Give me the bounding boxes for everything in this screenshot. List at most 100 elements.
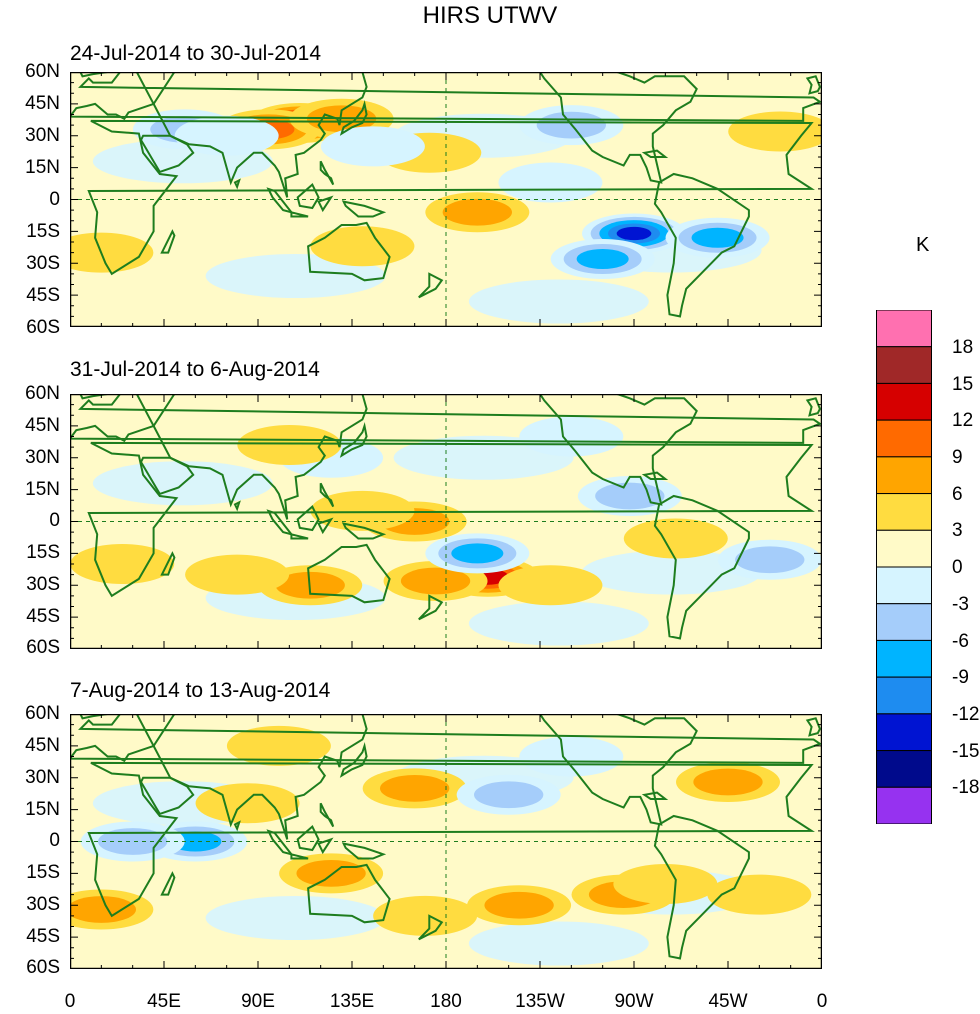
lat-label: 0: [49, 830, 60, 851]
coastline: [317, 195, 334, 213]
colorbar-tick-label: -6: [952, 631, 969, 652]
lon-label: 135W: [515, 991, 565, 1012]
coastline: [233, 500, 241, 512]
colorbar-tick-label: 6: [952, 484, 963, 505]
coastline: [290, 853, 309, 860]
coastline: [317, 517, 334, 535]
coastline: [538, 72, 698, 184]
coastline: [319, 160, 335, 186]
colorbar-box: [876, 310, 932, 348]
coastline: [319, 482, 335, 508]
colorbar-tick-label: 12: [952, 410, 974, 431]
lon-label: 45E: [147, 991, 181, 1012]
weak-anomaly-band: [205, 896, 386, 940]
anomaly-contour: [70, 544, 175, 584]
map-panel-2: [70, 394, 822, 649]
coastline: [307, 221, 391, 282]
lat-label: 60N: [25, 61, 60, 82]
coastline: [152, 714, 368, 840]
anomaly-contour: [70, 896, 136, 923]
anomaly-contour: [320, 126, 425, 167]
lon-label: 90W: [614, 991, 654, 1012]
colorbar-tick-label: 9: [952, 447, 963, 468]
coastline: [296, 504, 320, 532]
coastline: [538, 714, 698, 826]
colorbar-box: [876, 603, 932, 641]
lat-label: 30S: [26, 574, 60, 595]
coastline: [290, 211, 309, 218]
coastline: [641, 471, 669, 480]
anomaly-contour: [735, 546, 805, 574]
coastline: [653, 172, 750, 318]
anomaly-contour: [519, 416, 624, 457]
lat-label: 15N: [25, 157, 60, 178]
coastline: [339, 99, 368, 136]
coastline: [805, 717, 821, 737]
coastline: [418, 272, 444, 299]
anomaly-contour: [616, 226, 652, 241]
colorbar-tick-label: -9: [952, 667, 969, 688]
panel-3-title: 7-Aug-2014 to 13-Aug-2014: [70, 679, 331, 702]
anomaly-contour: [310, 490, 415, 531]
anomaly-contour: [380, 775, 450, 802]
coastline: [538, 394, 698, 506]
coastline: [341, 522, 387, 540]
coastline: [70, 394, 822, 444]
weak-anomaly-band: [468, 279, 649, 324]
coastline: [418, 594, 444, 621]
lat-label: 15S: [26, 542, 60, 563]
coastline: [70, 714, 822, 764]
colorbar-box: [876, 456, 932, 495]
lat-label: 15N: [25, 479, 60, 500]
coastline: [296, 182, 320, 210]
anomaly-contour: [623, 518, 728, 559]
lat-label: 60S: [26, 957, 60, 978]
colorbar-tick-label: 0: [952, 557, 963, 578]
anomaly-contour: [707, 874, 812, 915]
coastline: [307, 543, 391, 604]
colorbar-tick-label: 18: [952, 337, 974, 358]
lat-label: 45S: [26, 926, 60, 947]
colorbar-box: [876, 713, 932, 752]
coastline: [307, 863, 391, 924]
colorbar-tick-label: 15: [952, 374, 974, 395]
colorbar-box: [876, 639, 932, 678]
coastline: [152, 394, 368, 520]
lat-label: 60N: [25, 383, 60, 404]
weak-anomaly-band: [205, 254, 386, 298]
anomaly-contour: [576, 249, 629, 269]
coastline: [319, 802, 335, 828]
colorbar-box: [876, 346, 932, 384]
coastline: [160, 871, 176, 896]
coastline: [339, 421, 368, 458]
coastline: [805, 397, 821, 417]
colorbar-box: [876, 493, 932, 531]
coastline: [805, 75, 821, 95]
weak-anomaly-band: [581, 550, 762, 595]
anomaly-contour: [310, 226, 415, 267]
lat-label: 30N: [25, 767, 60, 788]
lat-label: 45S: [26, 285, 60, 306]
colorbar-box: [876, 529, 932, 568]
lat-label: 0: [49, 189, 60, 210]
coastline: [317, 837, 334, 855]
lon-label: 90E: [241, 991, 275, 1012]
lat-label: 60N: [25, 703, 60, 724]
coastline: [418, 914, 444, 941]
lat-label: 15S: [26, 221, 60, 242]
coastline: [79, 72, 108, 78]
anomaly-contour: [498, 162, 603, 203]
colorbar-box: [876, 382, 932, 421]
anomaly-contour: [237, 425, 342, 465]
lon-label: 45W: [708, 991, 748, 1012]
map-panel-3: [70, 714, 822, 969]
lat-label: 45N: [25, 93, 60, 114]
lon-label: 180: [430, 991, 462, 1012]
coastline: [233, 820, 241, 832]
lat-label: 30S: [26, 894, 60, 915]
coastline: [341, 200, 387, 218]
lat-label: 45N: [25, 735, 60, 756]
coastline: [266, 509, 295, 537]
coastline: [70, 72, 822, 122]
lat-label: 0: [49, 510, 60, 531]
